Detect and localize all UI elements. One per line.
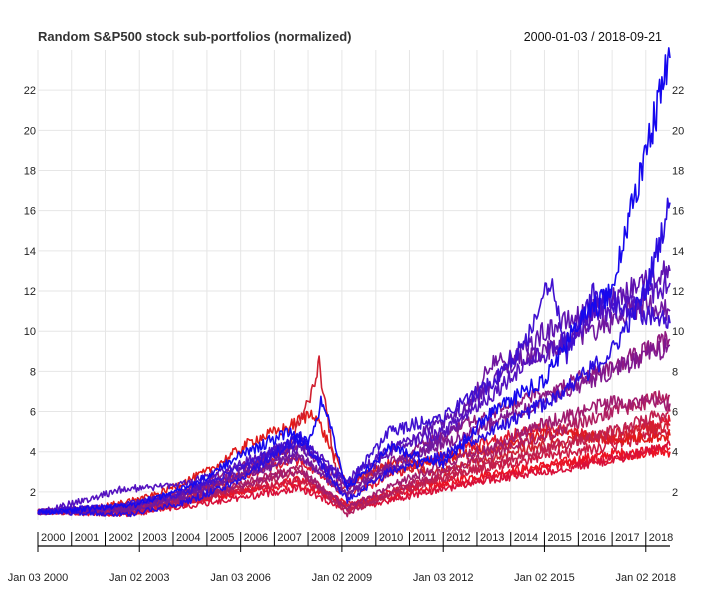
y-tick-label-left: 20 <box>24 125 36 137</box>
x-date-tick-label: Jan 03 2000 <box>8 572 69 584</box>
y-tick-label-left: 18 <box>24 166 36 178</box>
x-date-tick-label: Jan 02 2015 <box>514 572 575 584</box>
x-year-tick-label: 2004 <box>176 532 200 544</box>
y-tick-label-left: 10 <box>24 326 36 338</box>
x-axis-years: 2000 2001 2002 2003 2004 2005 2006 2007 2008 2009… <box>37 532 673 547</box>
x-year-tick-label: 2000 <box>41 532 65 544</box>
y-tick-label-left: 8 <box>30 366 36 378</box>
y-tick-label-left: 12 <box>24 286 36 298</box>
x-date-tick-label: Jan 02 2009 <box>312 572 373 584</box>
x-year-tick-label: 2018 <box>649 532 673 544</box>
x-year-tick-label: 2009 <box>345 532 369 544</box>
x-year-tick-label: 2008 <box>311 532 335 544</box>
gridlines <box>37 50 670 520</box>
series-line <box>37 278 671 515</box>
series-line <box>37 47 671 515</box>
y-tick-label-right: 20 <box>672 125 684 137</box>
y-tick-label-left: 2 <box>30 487 36 499</box>
x-year-tick-label: 2002 <box>108 532 132 544</box>
y-tick-label-right: 18 <box>672 166 684 178</box>
y-tick-label-left: 22 <box>24 85 36 97</box>
y-tick-label-right: 8 <box>672 366 678 378</box>
y-tick-label-right: 2 <box>672 487 678 499</box>
x-year-tick-label: 2010 <box>379 532 403 544</box>
y-tick-label-right: 12 <box>672 286 684 298</box>
y-tick-label-right: 16 <box>672 206 684 218</box>
chart-title: Random S&P500 stock sub-portfolios (norm… <box>38 29 352 44</box>
x-date-tick-label: Jan 03 2006 <box>210 572 271 584</box>
x-year-tick-label: 2001 <box>75 532 99 544</box>
x-date-tick-label: Jan 02 2003 <box>109 572 170 584</box>
x-date-tick-label: Jan 03 2012 <box>413 572 474 584</box>
x-year-tick-label: 2015 <box>547 532 571 544</box>
y-tick-label-right: 10 <box>672 326 684 338</box>
y-axis-left: 2 4 6 8 10 12 14 16 18 20 22 <box>24 85 36 499</box>
y-tick-label-right: 14 <box>672 246 684 258</box>
x-date-tick-label: Jan 02 2018 <box>615 572 676 584</box>
x-year-tick-label: 2017 <box>615 532 639 544</box>
y-tick-label-left: 14 <box>24 246 36 258</box>
x-year-tick-label: 2003 <box>142 532 166 544</box>
x-year-tick-label: 2016 <box>581 532 605 544</box>
y-tick-label-right: 22 <box>672 85 684 97</box>
series-lines <box>37 47 671 518</box>
y-tick-label-right: 6 <box>672 407 678 419</box>
x-year-tick-label: 2013 <box>480 532 504 544</box>
y-tick-label-left: 16 <box>24 206 36 218</box>
x-year-tick-label: 2011 <box>412 532 436 544</box>
series-line <box>37 390 671 518</box>
date-range-label: 2000-01-03 / 2018-09-21 <box>524 30 662 44</box>
x-year-tick-label: 2006 <box>244 532 268 544</box>
x-year-tick-label: 2007 <box>277 532 301 544</box>
x-year-tick-label: 2014 <box>514 532 538 544</box>
y-tick-label-left: 4 <box>30 447 36 459</box>
series-line <box>37 274 671 514</box>
y-tick-label-left: 6 <box>30 407 36 419</box>
x-axis-dates: Jan 03 2000 Jan 02 2003 Jan 03 2006 Jan 02 … <box>8 546 676 584</box>
y-axis-right: 2 4 6 8 10 12 14 16 18 20 22 <box>672 85 684 499</box>
y-tick-label-right: 4 <box>672 447 678 459</box>
series-line <box>37 197 671 518</box>
x-year-tick-label: 2012 <box>446 532 470 544</box>
series-line <box>37 394 671 516</box>
x-year-tick-label: 2005 <box>210 532 234 544</box>
